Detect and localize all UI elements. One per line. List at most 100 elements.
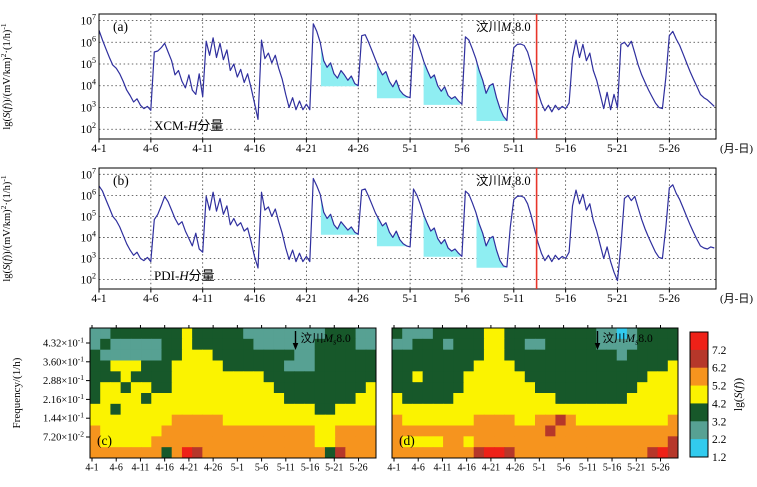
heatmap-cell (545, 403, 556, 416)
heatmap-cell (504, 414, 516, 426)
heatmap-cell (294, 414, 305, 426)
heatmap-cell (535, 382, 546, 394)
heatmap-cell (402, 393, 413, 405)
heatmap-cell (555, 328, 567, 340)
heatmap-cell (473, 425, 485, 437)
heatmap-cell (637, 382, 648, 394)
heatmap-cell (243, 382, 254, 394)
x-tick-label: 4-6 (412, 463, 425, 474)
x-tick-label: 4-6 (110, 463, 123, 474)
colorbar-tick-label: 1.2 (712, 452, 727, 464)
heatmap-cell (100, 382, 111, 394)
heatmap-cell (161, 425, 173, 437)
heatmap-cell (120, 371, 132, 383)
heatmap-cell (151, 447, 162, 459)
heatmap-cell (392, 414, 403, 426)
heatmap-cell (647, 349, 659, 361)
heatmap-cell (324, 349, 336, 361)
heatmap-cell (565, 338, 577, 351)
heatmap-cell (100, 349, 111, 361)
heatmap-cell (565, 382, 577, 394)
heatmap-cell (565, 436, 577, 448)
heatmap-cell (233, 360, 244, 372)
heatmap-cell (606, 425, 618, 437)
x-tick-label: 4-1 (387, 463, 400, 474)
heatmap-cell (494, 371, 505, 383)
heatmap-cell (233, 447, 244, 459)
heatmap-cell (233, 425, 244, 437)
heatmap-cell (324, 360, 336, 372)
heatmap-cell (345, 393, 357, 405)
heatmap-cell (171, 328, 183, 340)
heatmap-cell (192, 393, 203, 405)
heatmap-cell (473, 360, 485, 372)
panel-a: 4-1 4-6 4-11 4-16 4-21 4-26 5-1 5-6 5-11 5-16 5-21… (0, 13, 753, 155)
heatmap-cell (473, 382, 485, 394)
heatmap-cell (535, 393, 546, 405)
heatmap-cell (355, 382, 367, 394)
heatmap-cell (141, 403, 152, 416)
heatmap-cell (575, 382, 587, 394)
heatmap-cell (565, 403, 577, 416)
heatmap-cell (294, 371, 305, 383)
x-tick-label: 4-6 (143, 293, 159, 305)
heatmap-cell (365, 393, 377, 405)
heatmap-cell (243, 414, 254, 426)
x-tick-label: 4-26 (348, 293, 369, 305)
heatmap-cell (524, 328, 536, 340)
heatmap-cell (453, 349, 464, 361)
x-tick-label: 5-6 (454, 293, 470, 305)
heatmap-grid (392, 328, 679, 459)
heatmap-cell (212, 328, 224, 340)
heatmap-cell (314, 436, 326, 448)
heatmap-cell (626, 425, 638, 437)
heatmap-cell (524, 371, 536, 383)
heatmap-cell (535, 425, 546, 437)
heatmap-cell (100, 328, 111, 340)
heatmap-cell (575, 403, 587, 416)
heatmap-cell (422, 414, 434, 426)
heatmap-cell (141, 338, 152, 351)
heatmap-cell (161, 371, 173, 383)
heatmap-cell (637, 328, 648, 340)
heatmap-cell (432, 425, 444, 437)
heatmap-cell (524, 425, 536, 437)
heatmap-cell (294, 425, 305, 437)
heatmap-cell (392, 328, 403, 340)
colorbar-title: lg(S(f)) (733, 378, 745, 411)
heatmap-cell (141, 425, 152, 437)
heatmap-cell (545, 371, 556, 383)
y-tick-label: 104 (81, 78, 97, 93)
heatmap-cell (222, 360, 234, 372)
heatmap-cell (212, 360, 224, 372)
heatmap-cell (335, 360, 346, 372)
heatmap-cell (243, 371, 254, 383)
heatmap-cell (575, 371, 587, 383)
heatmap-cell (596, 360, 607, 372)
heatmap-cell (606, 403, 618, 416)
heatmap-cell (402, 382, 413, 394)
heatmap-cell (90, 371, 101, 383)
x-tick-label: 5-1 (402, 293, 418, 305)
heatmap-cell (345, 371, 357, 383)
heatmap-cell (192, 403, 203, 416)
anomaly-region-3 (423, 60, 460, 105)
heatmap-cell (667, 403, 679, 416)
heatmap-cell (314, 414, 326, 426)
heatmap-cell (626, 436, 638, 448)
heatmap-cell (141, 382, 152, 394)
heatmap-cell (463, 338, 475, 351)
heatmap-cell (443, 349, 454, 361)
heatmap-cell (90, 436, 101, 448)
heatmap-cell (304, 382, 316, 394)
heatmap-cell (524, 403, 536, 416)
heatmap-cell (233, 349, 244, 361)
heatmap-cell (151, 371, 162, 383)
heatmap-cell (324, 328, 336, 340)
heatmap-cell (304, 447, 316, 459)
heatmap-cell (596, 371, 607, 383)
heatmap-cell (606, 371, 618, 383)
heatmap-cell (192, 382, 203, 394)
heatmap-cell (110, 403, 122, 416)
heatmap-cell (647, 403, 659, 416)
